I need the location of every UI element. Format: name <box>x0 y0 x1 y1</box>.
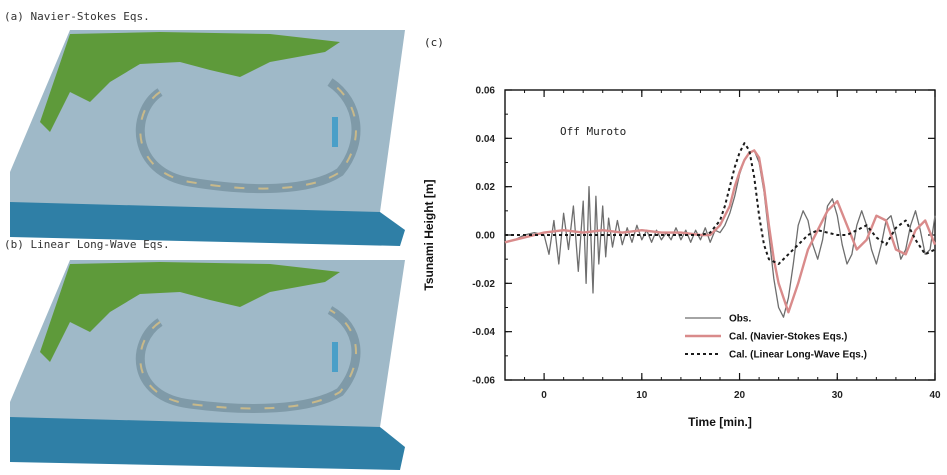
y-axis-label: Tsunami Height [m] <box>422 179 436 290</box>
sea-block-side <box>10 417 405 470</box>
panel-c-label: (c) <box>424 36 444 49</box>
tsunami-chart: (c) 0 10 20 30 40 -0.06 -0.04 -0.02 0.00 0.02 0.04… <box>410 30 947 470</box>
panel-b-label: (b) Linear Long-Wave Eqs. <box>4 238 170 251</box>
cal-linear-long-wave-series-line <box>505 142 936 265</box>
y-tick-label: 0.06 <box>476 86 496 97</box>
legend-label: Cal. (Linear Long-Wave Eqs.) <box>729 350 867 361</box>
y-tick-label: 0.02 <box>476 182 496 193</box>
land-coast <box>40 262 340 362</box>
x-axis-label: Time [min.] <box>688 415 752 429</box>
linear-long-wave-terrain-image <box>10 260 405 470</box>
cal-navier-stokes-series-line <box>504 149 937 314</box>
canyon-ring-edge <box>139 309 357 410</box>
x-tick-label: 40 <box>929 390 941 401</box>
coast-mark <box>332 342 338 372</box>
legend: Obs. Cal. (Navier-Stokes Eqs.) Cal. (Linea… <box>685 314 867 361</box>
x-tick-label: 0 <box>541 390 547 401</box>
y-tick-label: -0.06 <box>472 376 495 387</box>
y-tick-label: -0.02 <box>472 279 495 290</box>
land-coast <box>40 32 340 132</box>
x-tick-label: 30 <box>832 390 844 401</box>
y-tick-label: 0.04 <box>476 134 496 145</box>
legend-label: Cal. (Navier-Stokes Eqs.) <box>729 332 847 343</box>
station-annotation: Off Muroto <box>560 125 626 138</box>
canyon-ring-edge <box>139 81 357 190</box>
x-tick-label: 10 <box>636 390 648 401</box>
panel-a-label: (a) Navier-Stokes Eqs. <box>4 10 150 23</box>
obs-series-line <box>504 149 936 318</box>
y-tick-label: -0.04 <box>472 327 495 338</box>
sea-block-side <box>10 202 405 246</box>
coast-mark <box>332 117 338 147</box>
tsunami-chart-svg: (c) 0 10 20 30 40 -0.06 -0.04 -0.02 0.00 0.02 0.04… <box>422 36 941 429</box>
x-tick-label: 20 <box>734 390 746 401</box>
legend-label: Obs. <box>729 314 751 325</box>
y-tick-label: 0.00 <box>476 231 496 242</box>
navier-stokes-terrain-image <box>10 30 405 246</box>
